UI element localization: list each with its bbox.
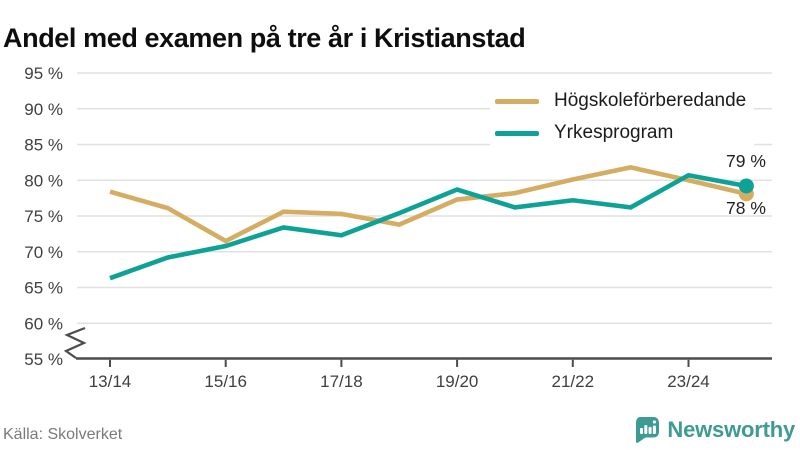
end-value-label-yrkesprogram: 79 %: [726, 151, 766, 171]
newsworthy-logo-icon: [636, 417, 660, 443]
x-tick-label: 19/20: [436, 372, 479, 391]
legend-item-yrkesprogram: Yrkesprogram: [495, 121, 746, 145]
y-tick-label: 90 %: [24, 100, 63, 119]
series-line-yrkesprogram: [109, 172, 747, 281]
x-tick-label: 23/24: [667, 372, 710, 391]
legend-swatch-hogskoleforberedande: [495, 98, 539, 104]
y-tick-label: 80 %: [24, 171, 63, 190]
chart-title: Andel med examen på tre år i Kristiansta…: [3, 23, 526, 54]
x-tick-label: 15/16: [204, 372, 247, 391]
legend-label: Högskoleförberedande: [554, 90, 747, 111]
series-end-dot-yrkesprogram: [738, 178, 754, 194]
legend-label: Yrkesprogram: [554, 122, 674, 143]
y-tick-label: 75 %: [24, 207, 63, 226]
x-tick-label: 17/18: [320, 372, 363, 391]
series-line-h-gskolef-rberedande: [109, 165, 747, 244]
y-tick-label: 55 %: [24, 350, 63, 369]
legend: Högskoleförberedande Yrkesprogram: [490, 85, 755, 149]
y-tick-label: 65 %: [24, 279, 63, 298]
legend-swatch-yrkesprogram: [495, 130, 539, 136]
y-tick-label: 85 %: [24, 136, 63, 155]
y-tick-label: 60 %: [24, 314, 63, 333]
y-tick-label: 95 %: [24, 64, 63, 83]
newsworthy-logo-text: Newsworthy: [667, 416, 795, 442]
legend-item-hogskoleforberedande: Högskoleförberedande: [495, 89, 746, 113]
y-tick-label: 70 %: [24, 243, 63, 262]
axis-break-icon: [63, 326, 87, 359]
x-tick-label: 13/14: [89, 372, 132, 391]
newsworthy-logo: Newsworthy: [632, 415, 795, 444]
x-tick-label: 21/22: [552, 372, 595, 391]
end-value-label-hogskoleforberedande: 78 %: [726, 198, 766, 218]
source-note: Källa: Skolverket: [3, 426, 123, 443]
